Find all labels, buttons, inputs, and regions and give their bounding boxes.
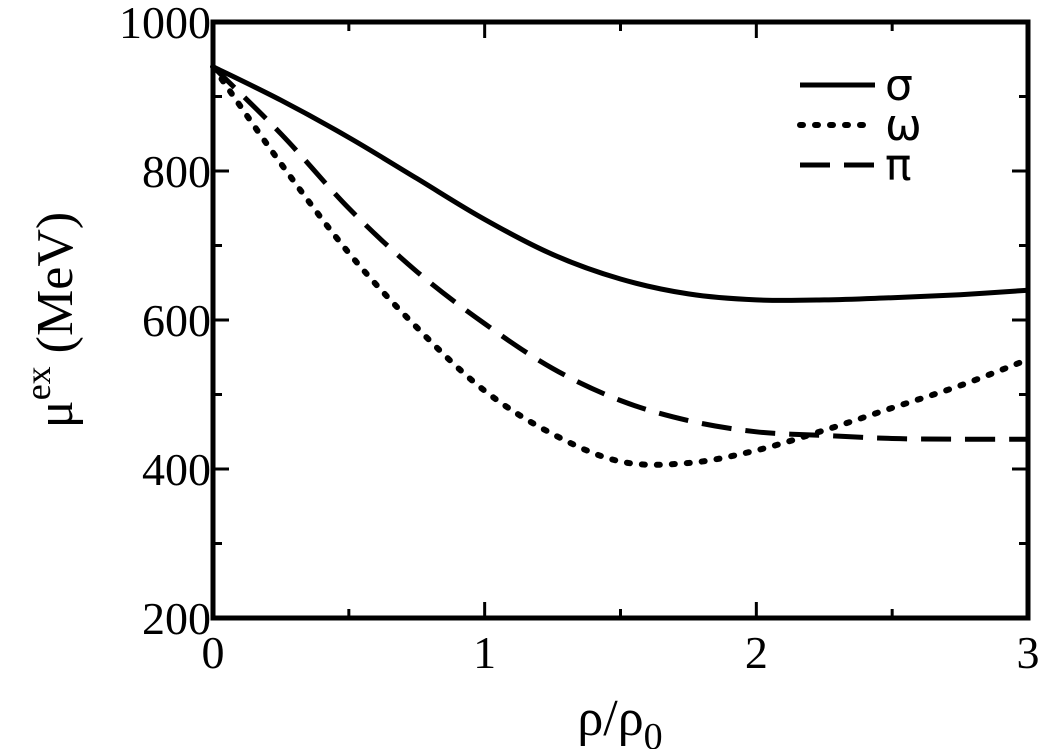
y-tick-label: 1000 <box>119 0 211 48</box>
y-axis-title-sup: ex <box>18 366 58 400</box>
series-line-1 <box>211 64 1029 303</box>
legend-label-1: σ <box>885 60 913 111</box>
y-axis-title: μex (MeV) <box>18 212 84 428</box>
x-axis-title-main: ρ/ρ <box>577 690 643 747</box>
series-line-2 <box>210 63 1031 468</box>
y-tick-label: 600 <box>142 295 211 346</box>
tick-labels: 0 1 2 3 200 400 600 800 1000 <box>119 0 1040 678</box>
x-tick-label: 0 <box>202 627 225 678</box>
y-tick-label: 200 <box>142 593 211 644</box>
legend-label-3: π <box>885 140 912 191</box>
x-axis-title: ρ/ρ0 <box>577 690 662 749</box>
y-tick-label: 800 <box>142 146 211 197</box>
series-line-3 <box>211 64 1029 442</box>
x-tick-label: 3 <box>1017 627 1040 678</box>
x-axis-title-sub: 0 <box>644 716 663 749</box>
y-axis-title-main: μ <box>27 400 84 428</box>
series-layer <box>210 63 1031 468</box>
ticks <box>211 20 1030 620</box>
legend: σωπ <box>797 60 922 191</box>
y-tick-label: 400 <box>142 444 211 495</box>
x-tick-label: 1 <box>473 627 496 678</box>
legend-label-2: ω <box>885 100 922 151</box>
y-axis-title-rest: (MeV) <box>27 212 84 367</box>
x-tick-label: 2 <box>745 627 768 678</box>
